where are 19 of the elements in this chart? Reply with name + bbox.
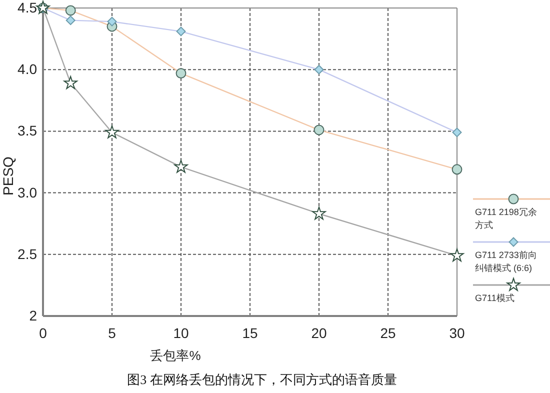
y-tick-label: 4.5: [18, 0, 38, 16]
y-axis-title: PESQ: [0, 156, 16, 196]
y-tick-label: 3.0: [18, 184, 38, 200]
text: 图3 在网络丢包的情况下，不同方式的语音质量: [127, 372, 397, 387]
y-tick-label: 4.0: [18, 61, 38, 78]
x-tick-label: 15: [242, 324, 258, 341]
y-tick-label: 3.5: [18, 122, 38, 139]
legend-label: G711模式: [475, 293, 514, 303]
y-tick-label: 2.5: [18, 246, 38, 262]
legend-label: G711 2198冗余方式: [475, 207, 537, 230]
x-tick-label: 5: [108, 324, 116, 341]
x-axis-title: 丢包率%: [150, 348, 202, 363]
x-tick-label: 20: [311, 324, 327, 341]
x-tick-label: 0: [39, 324, 48, 341]
x-tick-label: 10: [173, 324, 189, 341]
x-tick-label: 30: [449, 324, 465, 341]
y-tick-label: 2: [29, 307, 38, 324]
legend-label: G711 2733前向纠错模式 (6:6): [475, 250, 537, 273]
x-tick-label: 25: [380, 324, 396, 341]
